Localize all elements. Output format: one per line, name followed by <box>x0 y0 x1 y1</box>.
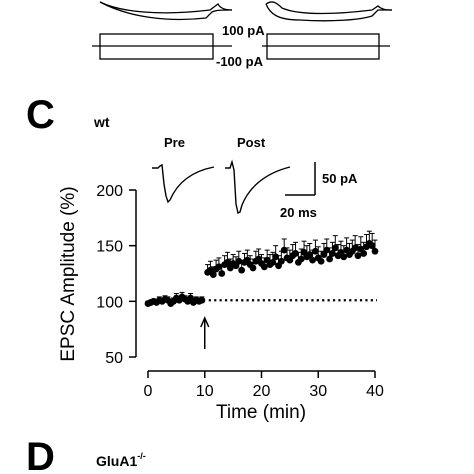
data-point <box>280 238 288 254</box>
scale-label-amplitude: 50 pA <box>322 171 358 186</box>
stim-protocol <box>92 33 390 60</box>
data-point <box>331 235 339 252</box>
trace-left-lower <box>99 1 233 21</box>
chart-axes <box>135 190 375 372</box>
marker <box>351 244 359 252</box>
data-point <box>207 260 214 274</box>
marker <box>331 244 339 252</box>
marker <box>215 263 223 271</box>
x-tick-label: 40 <box>366 383 384 400</box>
trace-right-upper <box>265 1 393 15</box>
marker <box>198 296 206 304</box>
trace-right-lower <box>265 3 392 22</box>
marker <box>317 257 325 265</box>
marker <box>280 246 288 254</box>
marker <box>272 253 280 261</box>
marker <box>329 250 336 257</box>
data-point <box>235 250 243 265</box>
data-point <box>351 235 359 252</box>
arrow-head <box>200 316 210 328</box>
marker <box>309 256 316 264</box>
epsc-traces <box>152 159 291 215</box>
marker <box>209 271 217 279</box>
stim-label-100pa: 100 pA <box>222 23 265 38</box>
trace-label-pre: Pre <box>164 135 185 150</box>
y-tick-label: 150 <box>96 239 123 256</box>
panel-d-letter: D <box>26 435 55 474</box>
data-point <box>272 245 280 261</box>
panel-c-letter: C <box>26 93 55 137</box>
data-point <box>215 257 223 271</box>
data-point <box>323 238 331 254</box>
trace-label-post: Post <box>237 135 266 150</box>
panel-c-genotype: wt <box>93 114 110 130</box>
marker <box>238 266 246 274</box>
marker <box>371 247 379 255</box>
marker <box>354 252 362 260</box>
marker <box>340 253 348 261</box>
data-point <box>292 241 299 257</box>
marker <box>323 246 331 254</box>
y-tick-label: 200 <box>96 183 123 200</box>
marker <box>260 263 268 271</box>
data-points <box>144 230 379 307</box>
x-ticks: 0 10 20 30 40 <box>144 371 384 400</box>
stim-label-minus100pa: -100 pA <box>216 54 264 69</box>
scale-label-time: 20 ms <box>280 205 317 220</box>
marker <box>235 257 243 265</box>
data-point <box>198 296 206 304</box>
top-traces <box>99 1 393 22</box>
marker <box>277 257 285 265</box>
scale-bar <box>285 162 316 196</box>
marker <box>312 247 319 255</box>
x-tick-label: 30 <box>309 383 327 400</box>
y-tick-label: 100 <box>96 294 123 311</box>
data-point <box>306 242 314 258</box>
panel-d-genotype: GluA1-/- <box>96 451 146 469</box>
panel-d-genotype-sup: -/- <box>137 451 146 461</box>
x-tick-label: 0 <box>144 383 153 400</box>
marker <box>269 258 277 266</box>
epsc-trace-post <box>225 159 291 215</box>
marker <box>326 255 333 263</box>
x-axis-title: Time (min) <box>216 402 306 423</box>
x-tick-label: 20 <box>253 383 271 400</box>
marker <box>292 250 299 257</box>
y-tick-label: 50 <box>105 350 123 367</box>
marker <box>297 255 305 263</box>
panel-d-genotype-base: GluA1 <box>96 453 137 469</box>
marker <box>306 251 314 258</box>
marker <box>360 250 368 257</box>
data-point <box>312 239 319 255</box>
marker <box>249 264 257 272</box>
marker <box>224 258 231 266</box>
data-point <box>371 239 379 255</box>
marker <box>218 270 226 277</box>
x-tick-label: 10 <box>196 383 214 400</box>
trace-left-upper <box>99 1 233 14</box>
data-point <box>368 232 376 250</box>
epsc-trace-pre <box>152 163 215 204</box>
induction-arrow <box>200 316 210 349</box>
y-ticks: 50 100 150 200 <box>96 183 136 367</box>
marker <box>368 242 376 250</box>
data-point <box>224 251 231 266</box>
y-axis-title: EPSC Amplitude (%) <box>58 186 79 361</box>
